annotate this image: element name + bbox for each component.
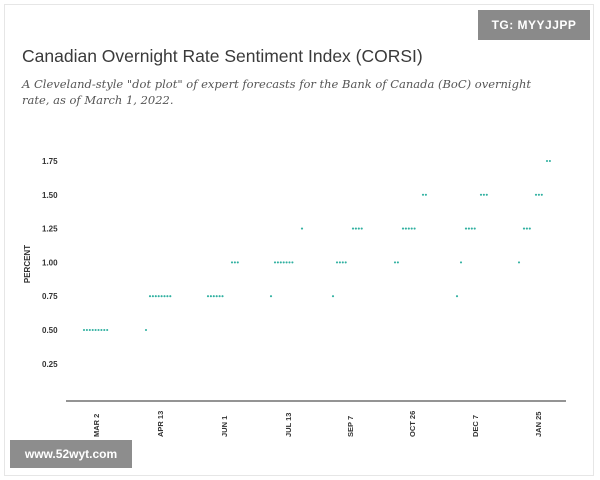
chart-frame <box>4 4 594 476</box>
data-point <box>331 295 335 298</box>
x-tick-label: JAN 25 <box>534 412 543 437</box>
data-point <box>291 261 294 264</box>
x-tick-label: SEP 7 <box>346 416 355 437</box>
data-point <box>455 295 459 298</box>
data-point <box>276 261 279 264</box>
data-point <box>148 295 152 298</box>
x-tick-label: JUN 1 <box>220 416 229 437</box>
y-tick-label: 1.00 <box>42 258 58 267</box>
y-tick-label: 0.50 <box>42 326 58 335</box>
x-tick-label: APR 13 <box>156 411 165 437</box>
data-point <box>233 261 236 264</box>
y-axis-label: PERCENT <box>23 245 32 283</box>
data-point <box>525 227 528 230</box>
data-point <box>206 295 210 298</box>
x-tick-label: MAR 2 <box>92 414 101 437</box>
data-point <box>410 227 413 230</box>
data-point <box>215 295 218 298</box>
data-point <box>230 261 234 264</box>
data-point <box>106 328 109 332</box>
y-tick-label: 0.25 <box>42 360 58 369</box>
data-point <box>335 261 339 264</box>
data-point <box>485 193 488 196</box>
data-point <box>473 227 476 230</box>
data-point <box>482 193 485 196</box>
data-point <box>97 328 100 332</box>
data-point <box>357 227 360 230</box>
y-tick-label: 0.75 <box>42 292 58 301</box>
data-point <box>82 328 86 332</box>
data-point <box>269 295 273 298</box>
data-point <box>360 227 363 230</box>
data-point <box>169 295 172 298</box>
watermark-top: TG: MYYJJPP <box>478 10 590 40</box>
data-point <box>548 159 551 163</box>
watermark-bottom: www.52wyt.com <box>10 440 132 468</box>
data-point <box>100 328 103 332</box>
data-point <box>545 159 549 163</box>
data-point <box>470 227 473 230</box>
data-point <box>467 227 470 230</box>
data-point <box>341 261 344 264</box>
data-point <box>91 328 94 332</box>
data-point <box>479 193 483 196</box>
data-point <box>209 295 212 298</box>
data-point <box>144 328 148 332</box>
data-point <box>163 295 166 298</box>
data-point <box>401 227 405 230</box>
data-point <box>282 261 285 264</box>
data-point <box>338 261 341 264</box>
data-point <box>517 261 521 264</box>
data-point <box>279 261 282 264</box>
data-point <box>300 227 304 230</box>
data-point <box>540 193 543 196</box>
data-point <box>522 227 526 230</box>
x-tick-label: DEC 7 <box>471 415 480 437</box>
data-point <box>166 295 169 298</box>
y-tick-label: 1.25 <box>42 225 58 234</box>
y-tick-label: 1.75 <box>42 157 58 166</box>
data-point <box>413 227 416 230</box>
data-point <box>424 193 427 196</box>
data-point <box>396 261 399 264</box>
data-point <box>157 295 160 298</box>
x-tick-label: JUL 13 <box>284 413 293 437</box>
data-point <box>354 227 357 230</box>
data-point <box>459 261 463 264</box>
data-point <box>285 261 288 264</box>
data-point <box>88 328 91 332</box>
data-point <box>464 227 468 230</box>
data-point <box>160 295 163 298</box>
data-point <box>528 227 531 230</box>
data-point <box>351 227 355 230</box>
data-point <box>407 227 410 230</box>
data-point <box>421 193 425 196</box>
data-point <box>273 261 277 264</box>
data-point <box>288 261 291 264</box>
data-point <box>218 295 221 298</box>
data-point <box>236 261 239 264</box>
data-point <box>212 295 215 298</box>
data-point <box>344 261 347 264</box>
chart-subtitle: A Cleveland-style "dot plot" of expert f… <box>22 77 531 107</box>
chart-title: Canadian Overnight Rate Sentiment Index … <box>22 46 423 66</box>
y-tick-label: 1.50 <box>42 191 58 200</box>
data-point <box>404 227 407 230</box>
data-point <box>103 328 106 332</box>
data-point <box>85 328 88 332</box>
data-point <box>154 295 157 298</box>
data-point <box>393 261 397 264</box>
data-point <box>221 295 224 298</box>
x-tick-label: OCT 26 <box>408 411 417 437</box>
data-point <box>534 193 538 196</box>
data-point <box>151 295 154 298</box>
data-point <box>537 193 540 196</box>
data-point <box>94 328 97 332</box>
